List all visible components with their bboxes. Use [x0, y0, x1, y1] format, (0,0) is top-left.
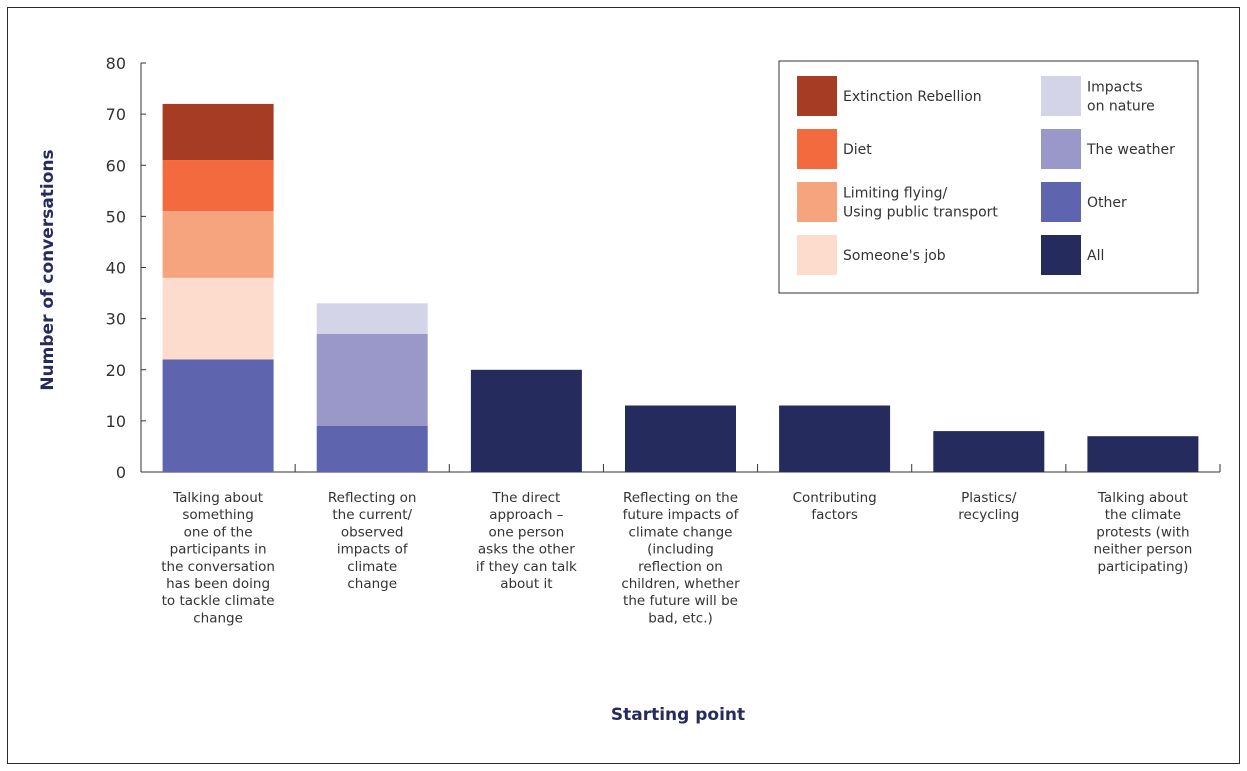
bar-segment: [316, 334, 428, 426]
bar-segment: [162, 103, 274, 161]
legend-swatch: [1041, 129, 1081, 169]
bar-segment: [162, 211, 274, 278]
bar-segment: [316, 303, 428, 334]
legend-swatch: [1041, 182, 1081, 222]
legend-swatch: [797, 182, 837, 222]
legend-label: Other: [1087, 195, 1127, 211]
legend-label: Diet: [843, 142, 872, 158]
bar-segment: [779, 405, 891, 472]
legend-box: [778, 60, 1199, 294]
bar-segment: [933, 431, 1045, 472]
y-tick-label: 70: [106, 105, 126, 124]
x-axis-title: Starting point: [611, 705, 745, 725]
bar-segment: [162, 277, 274, 360]
x-category-label: Talking about the climate protests (with ne…: [1093, 490, 1192, 575]
legend-swatch: [797, 76, 837, 116]
y-tick-label: 60: [106, 156, 126, 175]
bar-segment: [625, 405, 736, 472]
y-axis-title: Number of conversations: [38, 149, 58, 390]
x-category-label: Contributing factors: [793, 490, 877, 523]
legend-label: Extinction Rebellion: [843, 89, 982, 105]
x-category-label: Reflecting on the current/observed impacts…: [328, 490, 417, 592]
bar-segment: [316, 426, 428, 472]
y-tick-label: 10: [106, 412, 126, 431]
x-category-label: The direct approach – one person asks the o…: [476, 490, 577, 592]
legend-swatch: [1041, 76, 1081, 116]
legend-label: The weather: [1086, 142, 1175, 158]
bars: [162, 103, 1199, 473]
y-tick-label: 80: [106, 54, 126, 73]
legend-swatch: [797, 235, 837, 275]
legend-swatch: [1041, 235, 1081, 275]
y-tick-label: 50: [106, 207, 126, 226]
y-tick-labels: 0 10 20 30 40 50 60 70 80: [106, 54, 126, 482]
y-tick-label: 20: [106, 361, 126, 380]
bar-segment: [162, 359, 274, 472]
legend-label: All: [1087, 248, 1104, 264]
legend-swatch: [797, 129, 837, 169]
x-category-labels: Talking about something one of the particip…: [161, 490, 1192, 626]
bar-segment: [162, 160, 274, 212]
y-tick-label: 30: [106, 310, 126, 329]
y-tick-label: 0: [116, 463, 126, 482]
legend-label: Limiting flying/Using public transport: [843, 186, 998, 221]
x-category-label: Plastics/recycling: [958, 490, 1019, 523]
bar-segment: [470, 369, 582, 473]
y-tick-label: 40: [106, 259, 126, 278]
bar-segment: [1087, 436, 1199, 472]
legend-label: Someone's job: [843, 248, 946, 264]
x-category-label: Talking about something one of the particip…: [161, 490, 275, 626]
legend: Extinction Rebellion Impacts on nature Diet…: [778, 60, 1199, 294]
legend-label: Impacts on nature: [1087, 80, 1155, 115]
x-category-label: Reflecting on the future impacts of climat…: [621, 490, 740, 626]
